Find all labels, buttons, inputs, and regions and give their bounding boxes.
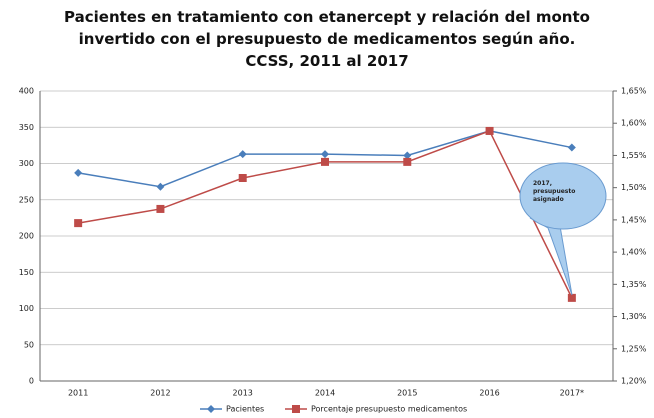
x-tick-label: 2012 — [150, 389, 170, 398]
y2-tick-label: 1,60% — [621, 119, 647, 128]
point — [567, 143, 576, 152]
y2-tick-label: 1,45% — [621, 215, 647, 224]
point — [238, 174, 247, 182]
y2-tick-label: 1,55% — [621, 151, 647, 160]
y-tick-label: 150 — [19, 268, 34, 277]
point — [156, 182, 165, 191]
point — [74, 219, 83, 228]
point — [74, 168, 83, 177]
point — [321, 157, 329, 166]
legend-label: Porcentaje presupuesto medicamentos — [311, 405, 467, 414]
chart-title: Pacientes en tratamiento con etanercept … — [64, 8, 590, 70]
y-tick-label: 100 — [19, 304, 34, 313]
legend-label: Pacientes — [226, 405, 264, 414]
y-tick-label: 250 — [19, 195, 34, 204]
point — [567, 293, 576, 302]
y2-tick-label: 1,50% — [621, 183, 647, 192]
y-tick-label: 300 — [19, 159, 34, 168]
point — [156, 204, 165, 213]
x-tick-label: 2014 — [315, 389, 335, 398]
y2-tick-label: 1,40% — [621, 248, 647, 257]
y2-tick-label: 1,35% — [621, 280, 647, 289]
annotation: 2017, presupuesto asignado — [533, 180, 576, 203]
y-tick-label: 400 — [19, 87, 34, 96]
point — [403, 157, 412, 166]
y2-tick-label: 1,30% — [621, 312, 647, 321]
callout — [519, 162, 607, 230]
point — [238, 150, 247, 159]
x-tick-label: 2013 — [233, 389, 253, 398]
x-tick-label: 2011 — [68, 389, 88, 398]
y-tick-label: 200 — [19, 232, 34, 241]
point — [403, 151, 412, 160]
x-tick-label: 2015 — [397, 389, 417, 398]
y2-tick-label: 1,65% — [621, 87, 647, 96]
x-tick-label: 2016 — [479, 389, 499, 398]
point — [321, 150, 329, 159]
point — [207, 405, 215, 413]
y-tick-label: 0 — [29, 377, 34, 386]
x-tick-label: 2017* — [560, 389, 584, 398]
point — [292, 405, 300, 413]
y-tick-label: 350 — [19, 123, 34, 132]
y2-tick-label: 1,25% — [621, 344, 647, 353]
y2-tick-label: 1,20% — [621, 377, 647, 386]
point — [485, 126, 494, 135]
y-tick-label: 50 — [24, 340, 34, 349]
